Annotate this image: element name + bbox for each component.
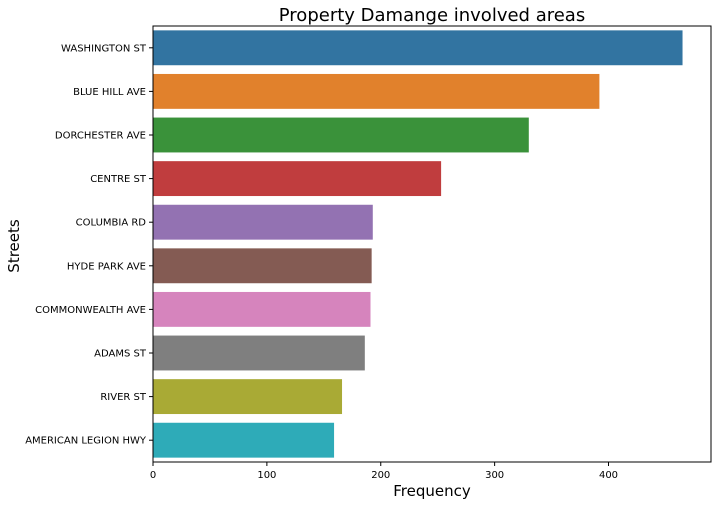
y-tick-label: COMMONWEALTH AVE (35, 305, 146, 316)
bar-dorchester-ave (153, 117, 529, 153)
bar-river-st (153, 379, 343, 415)
y-tick-label: RIVER ST (100, 392, 147, 403)
y-tick-label: BLUE HILL AVE (73, 87, 146, 98)
y-tick-label: COLUMBIA RD (76, 218, 147, 229)
bar-american-legion-hwy (153, 422, 335, 458)
y-tick-label: HYDE PARK AVE (67, 261, 146, 272)
bar-adams-st (153, 335, 365, 371)
plot-frame (152, 25, 712, 463)
bar-commonwealth-ave (153, 291, 371, 327)
y-tick-labels: WASHINGTON ST BLUE HILL AVE DORCHESTER AVE… (25, 43, 153, 447)
bars-group (153, 30, 683, 458)
bar-washington-st (153, 30, 683, 66)
x-tick-label: 300 (485, 470, 504, 481)
chart-title: Property Damange involved areas (279, 5, 585, 26)
bar-columbia-rd (153, 204, 373, 240)
bar-hyde-park-ave (153, 248, 372, 284)
y-tick-label: CENTRE ST (90, 174, 147, 185)
y-tick-label: DORCHESTER AVE (55, 131, 146, 142)
y-axis-label: Streets (5, 219, 23, 273)
x-tick-label: 200 (371, 470, 390, 481)
x-axis-label: Frequency (393, 482, 471, 500)
bar-centre-st (153, 161, 442, 197)
x-tick-label: 100 (257, 470, 276, 481)
y-tick-label: AMERICAN LEGION HWY (25, 436, 147, 447)
x-tick-label: 400 (599, 470, 618, 481)
x-ticks: 0 100 200 300 400 (150, 462, 618, 481)
x-tick-label: 0 (150, 470, 156, 481)
bar-blue-hill-ave (153, 73, 600, 109)
y-tick-label: WASHINGTON ST (61, 43, 147, 54)
y-tick-label: ADAMS ST (94, 349, 147, 360)
